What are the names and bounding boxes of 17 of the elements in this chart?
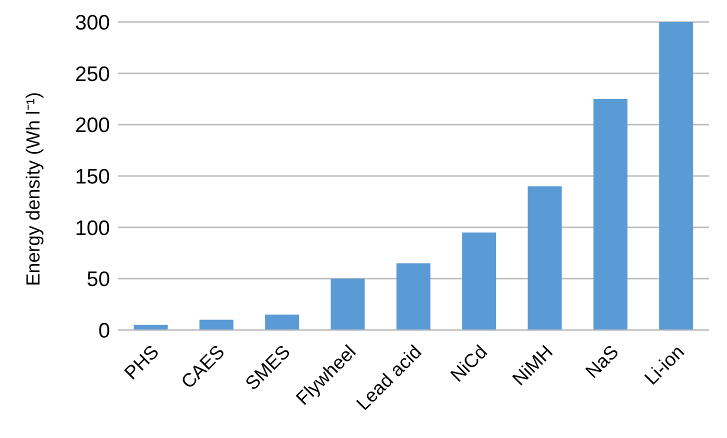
y-tick-label: 0: [98, 319, 110, 342]
bar: [462, 232, 496, 330]
bar: [659, 22, 694, 330]
x-tick-label: NaS: [582, 342, 624, 383]
y-axis-title: Energy density (Wh l⁻¹): [24, 92, 45, 286]
y-tick-label: 300: [74, 11, 110, 34]
y-tick-label: 100: [74, 216, 110, 240]
bar: [330, 278, 365, 330]
bar: [593, 99, 628, 330]
y-tick-label: 250: [74, 62, 110, 86]
bar: [265, 314, 300, 330]
bar: [528, 186, 562, 330]
y-tick-label: 50: [86, 268, 110, 292]
bar: [396, 263, 430, 330]
y-tick-label: 150: [74, 165, 110, 188]
y-tick-label: 200: [74, 114, 110, 138]
bar: [199, 320, 234, 330]
